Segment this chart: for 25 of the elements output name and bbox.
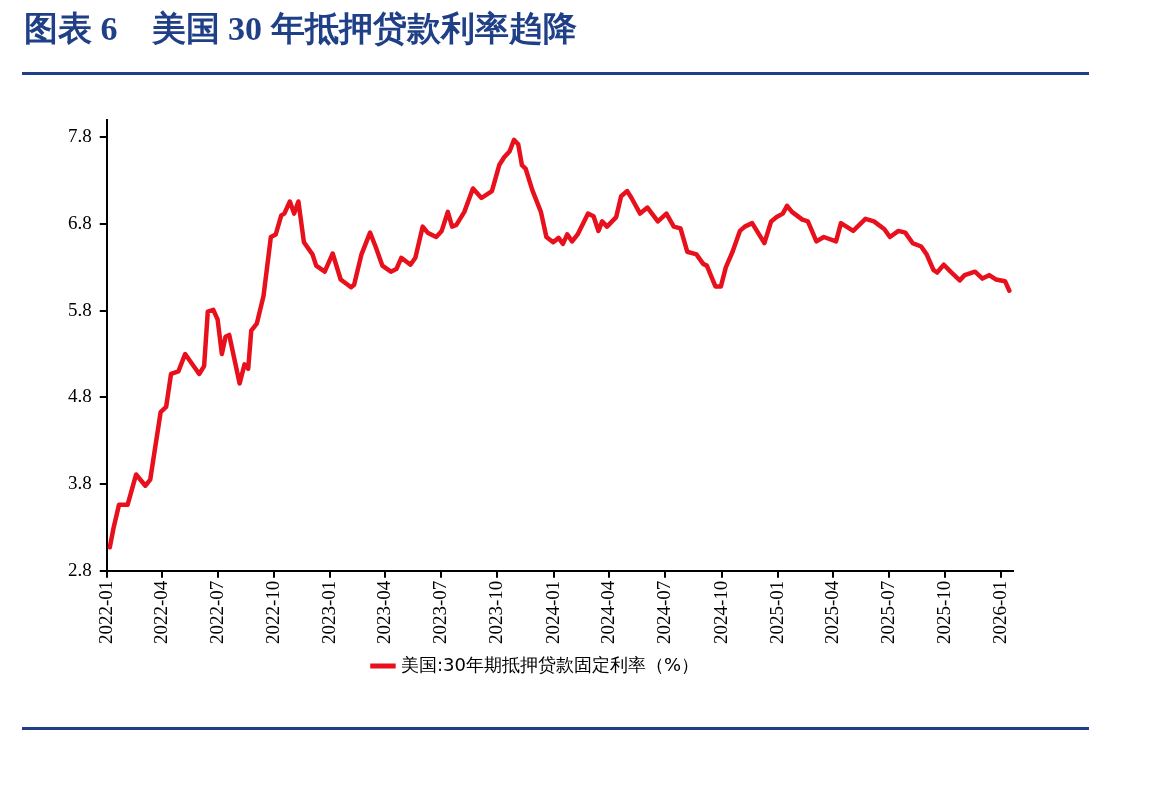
y-tick-label: 4.8: [68, 385, 92, 407]
x-tick-label: 2025-04: [820, 580, 842, 644]
x-tick-label: 2025-10: [933, 580, 955, 644]
y-tick-label: 2.8: [68, 558, 92, 580]
x-tick-label: 2023-04: [373, 580, 395, 644]
x-tick-label: 2024-07: [653, 580, 675, 644]
x-tick-label: 2022-07: [205, 580, 227, 644]
x-tick-label: 2023-01: [318, 580, 340, 644]
x-tick-label: 2024-01: [541, 580, 563, 644]
y-tick-label: 3.8: [68, 471, 92, 493]
x-tick-label: 2024-04: [597, 580, 619, 644]
chart-title: 图表 6 美国 30 年抵押贷款利率趋降: [24, 9, 577, 49]
x-tick-label: 2025-07: [876, 580, 898, 644]
y-tick-label: 6.8: [68, 211, 92, 233]
x-tick-label: 2022-04: [149, 580, 171, 644]
x-tick-label: 2024-10: [709, 580, 731, 644]
x-tick-label: 2023-10: [485, 580, 507, 644]
x-tick-label: 2023-07: [429, 580, 451, 644]
legend-label: 美国:30年期抵押贷款固定利率（%）: [400, 653, 700, 675]
x-tick-label: 2022-10: [261, 580, 283, 644]
y-tick-label: 5.8: [68, 298, 92, 320]
x-tick-label: 2026-01: [989, 580, 1011, 644]
x-tick-label: 2022-01: [94, 580, 116, 644]
x-tick-label: 2025-01: [765, 580, 787, 644]
y-tick-label: 7.8: [68, 125, 92, 147]
